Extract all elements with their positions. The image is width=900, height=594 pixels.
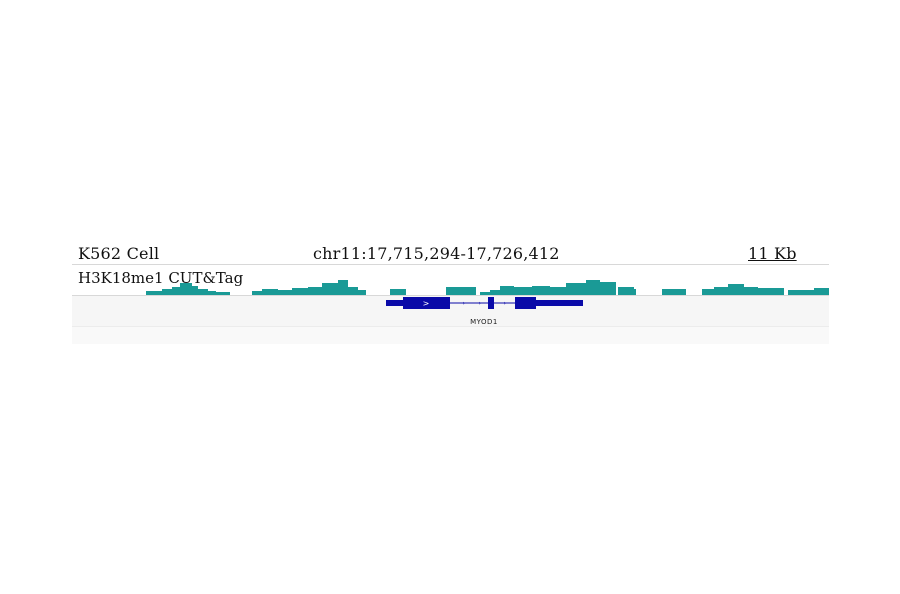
intron-arrow-1: › xyxy=(463,300,465,307)
coverage-bin xyxy=(338,280,348,295)
scale-bar-label: 11 Kb xyxy=(748,244,797,263)
coverage-bin xyxy=(586,280,600,295)
coverage-bin xyxy=(252,291,262,295)
coverage-bin xyxy=(632,289,636,295)
track-label: H3K18me1 CUT&Tag xyxy=(78,269,244,287)
coverage-bin xyxy=(358,290,366,295)
gene-exon-2 xyxy=(488,297,494,309)
coverage-bin xyxy=(262,289,278,295)
coverage-bin xyxy=(550,287,566,295)
track-divider xyxy=(72,295,829,296)
empty-track-row xyxy=(72,326,829,344)
gene-exon-3 xyxy=(515,297,536,309)
coverage-bin xyxy=(618,287,634,295)
gene-name-label: MYOD1 xyxy=(470,318,498,326)
coverage-bin xyxy=(480,292,500,295)
genome-browser-view: K562 Cell chr11:17,715,294-17,726,412 11… xyxy=(72,240,829,344)
coverage-bin xyxy=(600,282,616,295)
gene-exon-1 xyxy=(403,297,450,309)
coverage-bin xyxy=(662,289,686,295)
coverage-bin xyxy=(566,283,586,295)
gene-utr-5 xyxy=(386,300,403,306)
coverage-bin xyxy=(512,287,532,295)
coverage-bin xyxy=(460,290,468,295)
coverage-bin xyxy=(322,283,338,295)
gene-utr-3 xyxy=(536,300,583,306)
coverage-bin xyxy=(758,288,784,295)
coverage-bin xyxy=(500,286,514,295)
coverage-bin xyxy=(788,290,814,295)
coverage-bin xyxy=(390,289,406,295)
cell-line-label: K562 Cell xyxy=(78,244,160,263)
coverage-bin xyxy=(292,288,308,295)
coverage-bin xyxy=(198,289,208,295)
coverage-bin xyxy=(532,286,550,295)
coverage-bin xyxy=(172,287,180,295)
coverage-bin xyxy=(162,289,172,295)
coverage-bin xyxy=(216,292,230,295)
coverage-bin xyxy=(278,290,292,295)
gene-model: > › › › xyxy=(386,297,583,309)
coverage-bin xyxy=(814,288,829,295)
gene-track-row xyxy=(72,295,829,326)
coverage-bin xyxy=(702,289,714,295)
coverage-bin xyxy=(180,283,192,295)
coverage-bin xyxy=(308,287,322,295)
locus-coordinates: chr11:17,715,294-17,726,412 xyxy=(313,244,560,263)
coverage-bin xyxy=(348,287,358,295)
coverage-bin xyxy=(728,284,744,295)
coverage-bin xyxy=(744,287,758,295)
coverage-bin xyxy=(190,286,198,295)
strand-arrow: > xyxy=(423,299,430,308)
intron-arrow-2: › xyxy=(479,300,481,307)
track-divider-lower xyxy=(72,326,829,327)
coverage-bin xyxy=(714,287,728,295)
intron-arrow-3: › xyxy=(504,300,506,307)
header-divider xyxy=(72,264,829,265)
coverage-track xyxy=(146,280,829,295)
